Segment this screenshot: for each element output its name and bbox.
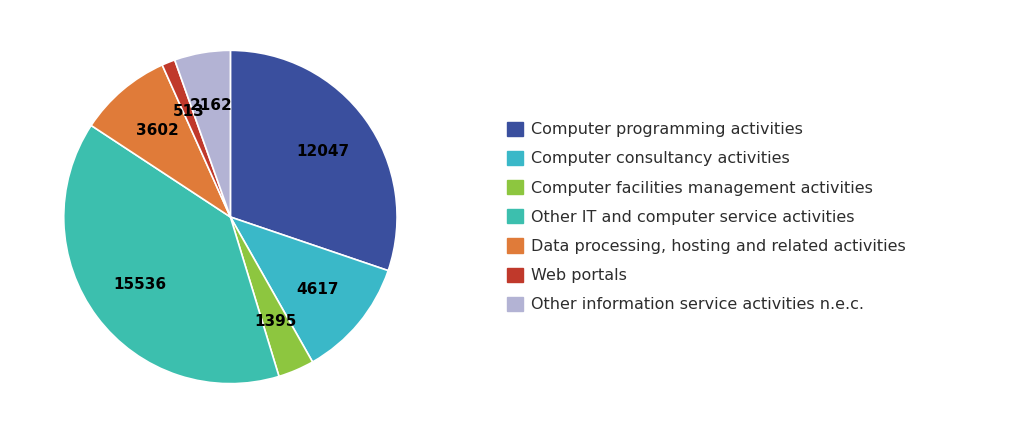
Wedge shape [63, 125, 279, 384]
Wedge shape [230, 217, 388, 362]
Wedge shape [91, 65, 230, 217]
Text: 3602: 3602 [135, 123, 178, 138]
Wedge shape [230, 50, 397, 271]
Text: 2162: 2162 [189, 98, 232, 113]
Text: 513: 513 [172, 104, 204, 119]
Text: 4617: 4617 [297, 282, 339, 297]
Wedge shape [230, 217, 312, 376]
Text: 15536: 15536 [113, 277, 166, 293]
Legend: Computer programming activities, Computer consultancy activities, Computer facil: Computer programming activities, Compute… [507, 122, 905, 312]
Wedge shape [162, 60, 230, 217]
Text: 12047: 12047 [296, 144, 349, 158]
Wedge shape [175, 50, 230, 217]
Text: 1395: 1395 [254, 314, 296, 329]
